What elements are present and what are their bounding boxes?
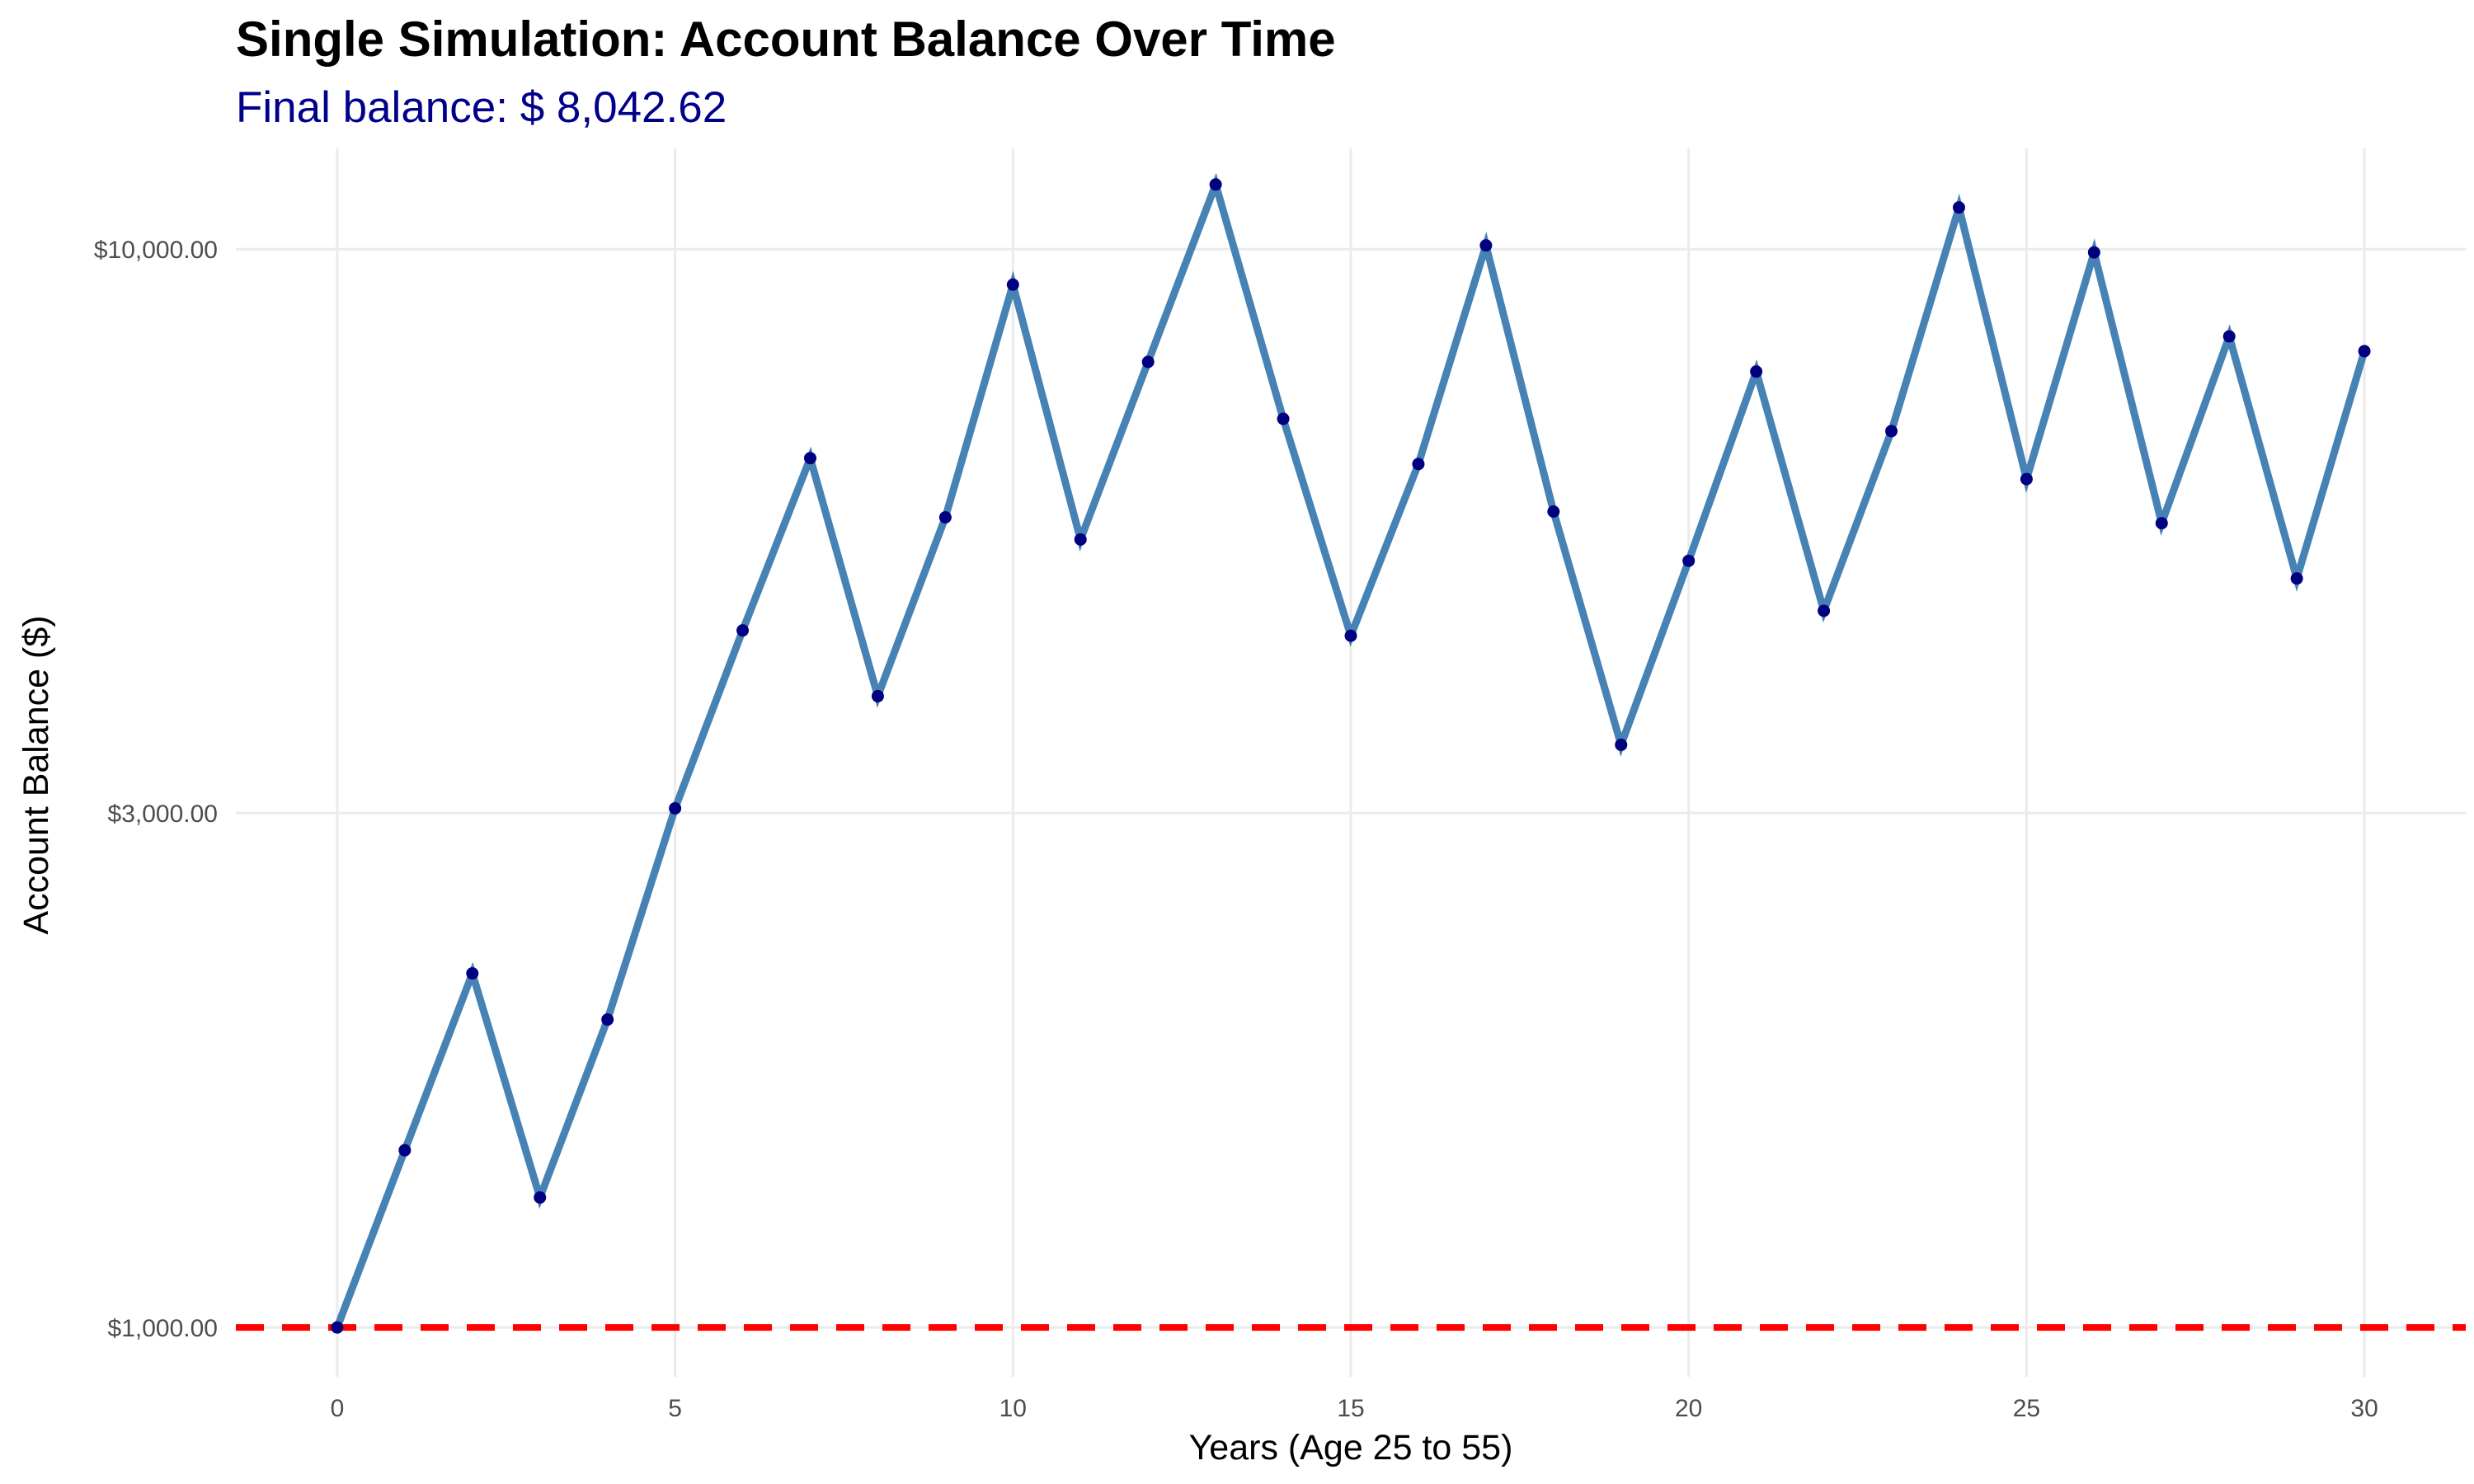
data-point bbox=[2020, 472, 2033, 486]
y-axis-ticks: $1,000.00 $3,000.00 $10,000.00 bbox=[94, 237, 218, 1342]
data-point bbox=[1006, 278, 1019, 291]
data-point bbox=[1344, 629, 1357, 642]
x-tick-label: 25 bbox=[2013, 1395, 2040, 1422]
data-point bbox=[803, 452, 816, 465]
y-tick-label: $10,000.00 bbox=[94, 237, 218, 264]
data-point bbox=[1412, 458, 1425, 471]
data-point bbox=[871, 689, 884, 702]
data-point bbox=[1074, 533, 1087, 546]
data-point bbox=[398, 1144, 412, 1157]
data-point bbox=[2087, 246, 2100, 259]
y-tick-label: $1,000.00 bbox=[108, 1315, 218, 1342]
data-point bbox=[1141, 355, 1155, 369]
data-point bbox=[1479, 239, 1493, 252]
data-point bbox=[2358, 345, 2371, 358]
y-tick-label: $3,000.00 bbox=[108, 801, 218, 828]
data-point bbox=[1615, 738, 1628, 751]
data-point bbox=[1885, 425, 1898, 438]
data-point bbox=[938, 511, 952, 524]
data-point bbox=[1547, 505, 1560, 519]
data-point bbox=[669, 801, 682, 815]
points-layer bbox=[331, 178, 2371, 1334]
x-tick-label: 30 bbox=[2350, 1395, 2378, 1422]
data-point bbox=[736, 624, 750, 637]
data-point bbox=[1209, 178, 1222, 191]
data-point bbox=[2290, 572, 2303, 585]
x-tick-label: 0 bbox=[331, 1395, 345, 1422]
data-point bbox=[1750, 365, 1763, 378]
data-point bbox=[534, 1190, 547, 1204]
data-point bbox=[1952, 201, 1965, 214]
data-point bbox=[601, 1013, 614, 1026]
data-point bbox=[466, 967, 479, 980]
x-tick-label: 5 bbox=[668, 1395, 682, 1422]
data-point bbox=[2222, 330, 2236, 343]
data-point bbox=[1277, 412, 1290, 425]
x-axis-ticks: 0 5 10 15 20 25 30 bbox=[331, 1395, 2378, 1422]
x-axis-title: Years (Age 25 to 55) bbox=[1189, 1428, 1513, 1468]
x-tick-label: 15 bbox=[1337, 1395, 1364, 1422]
x-tick-label: 10 bbox=[999, 1395, 1027, 1422]
grid-lines bbox=[236, 148, 2466, 1377]
y-axis-title: Account Balance ($) bbox=[16, 615, 56, 934]
chart-title: Single Simulation: Account Balance Over … bbox=[236, 12, 1336, 67]
x-tick-label: 20 bbox=[1675, 1395, 1702, 1422]
data-point bbox=[1818, 604, 1831, 618]
data-point bbox=[331, 1321, 344, 1334]
chart-subtitle: Final balance: $ 8,042.62 bbox=[236, 83, 727, 132]
plot-area bbox=[236, 148, 2466, 1377]
data-point bbox=[2155, 517, 2168, 530]
data-point bbox=[1682, 554, 1696, 567]
